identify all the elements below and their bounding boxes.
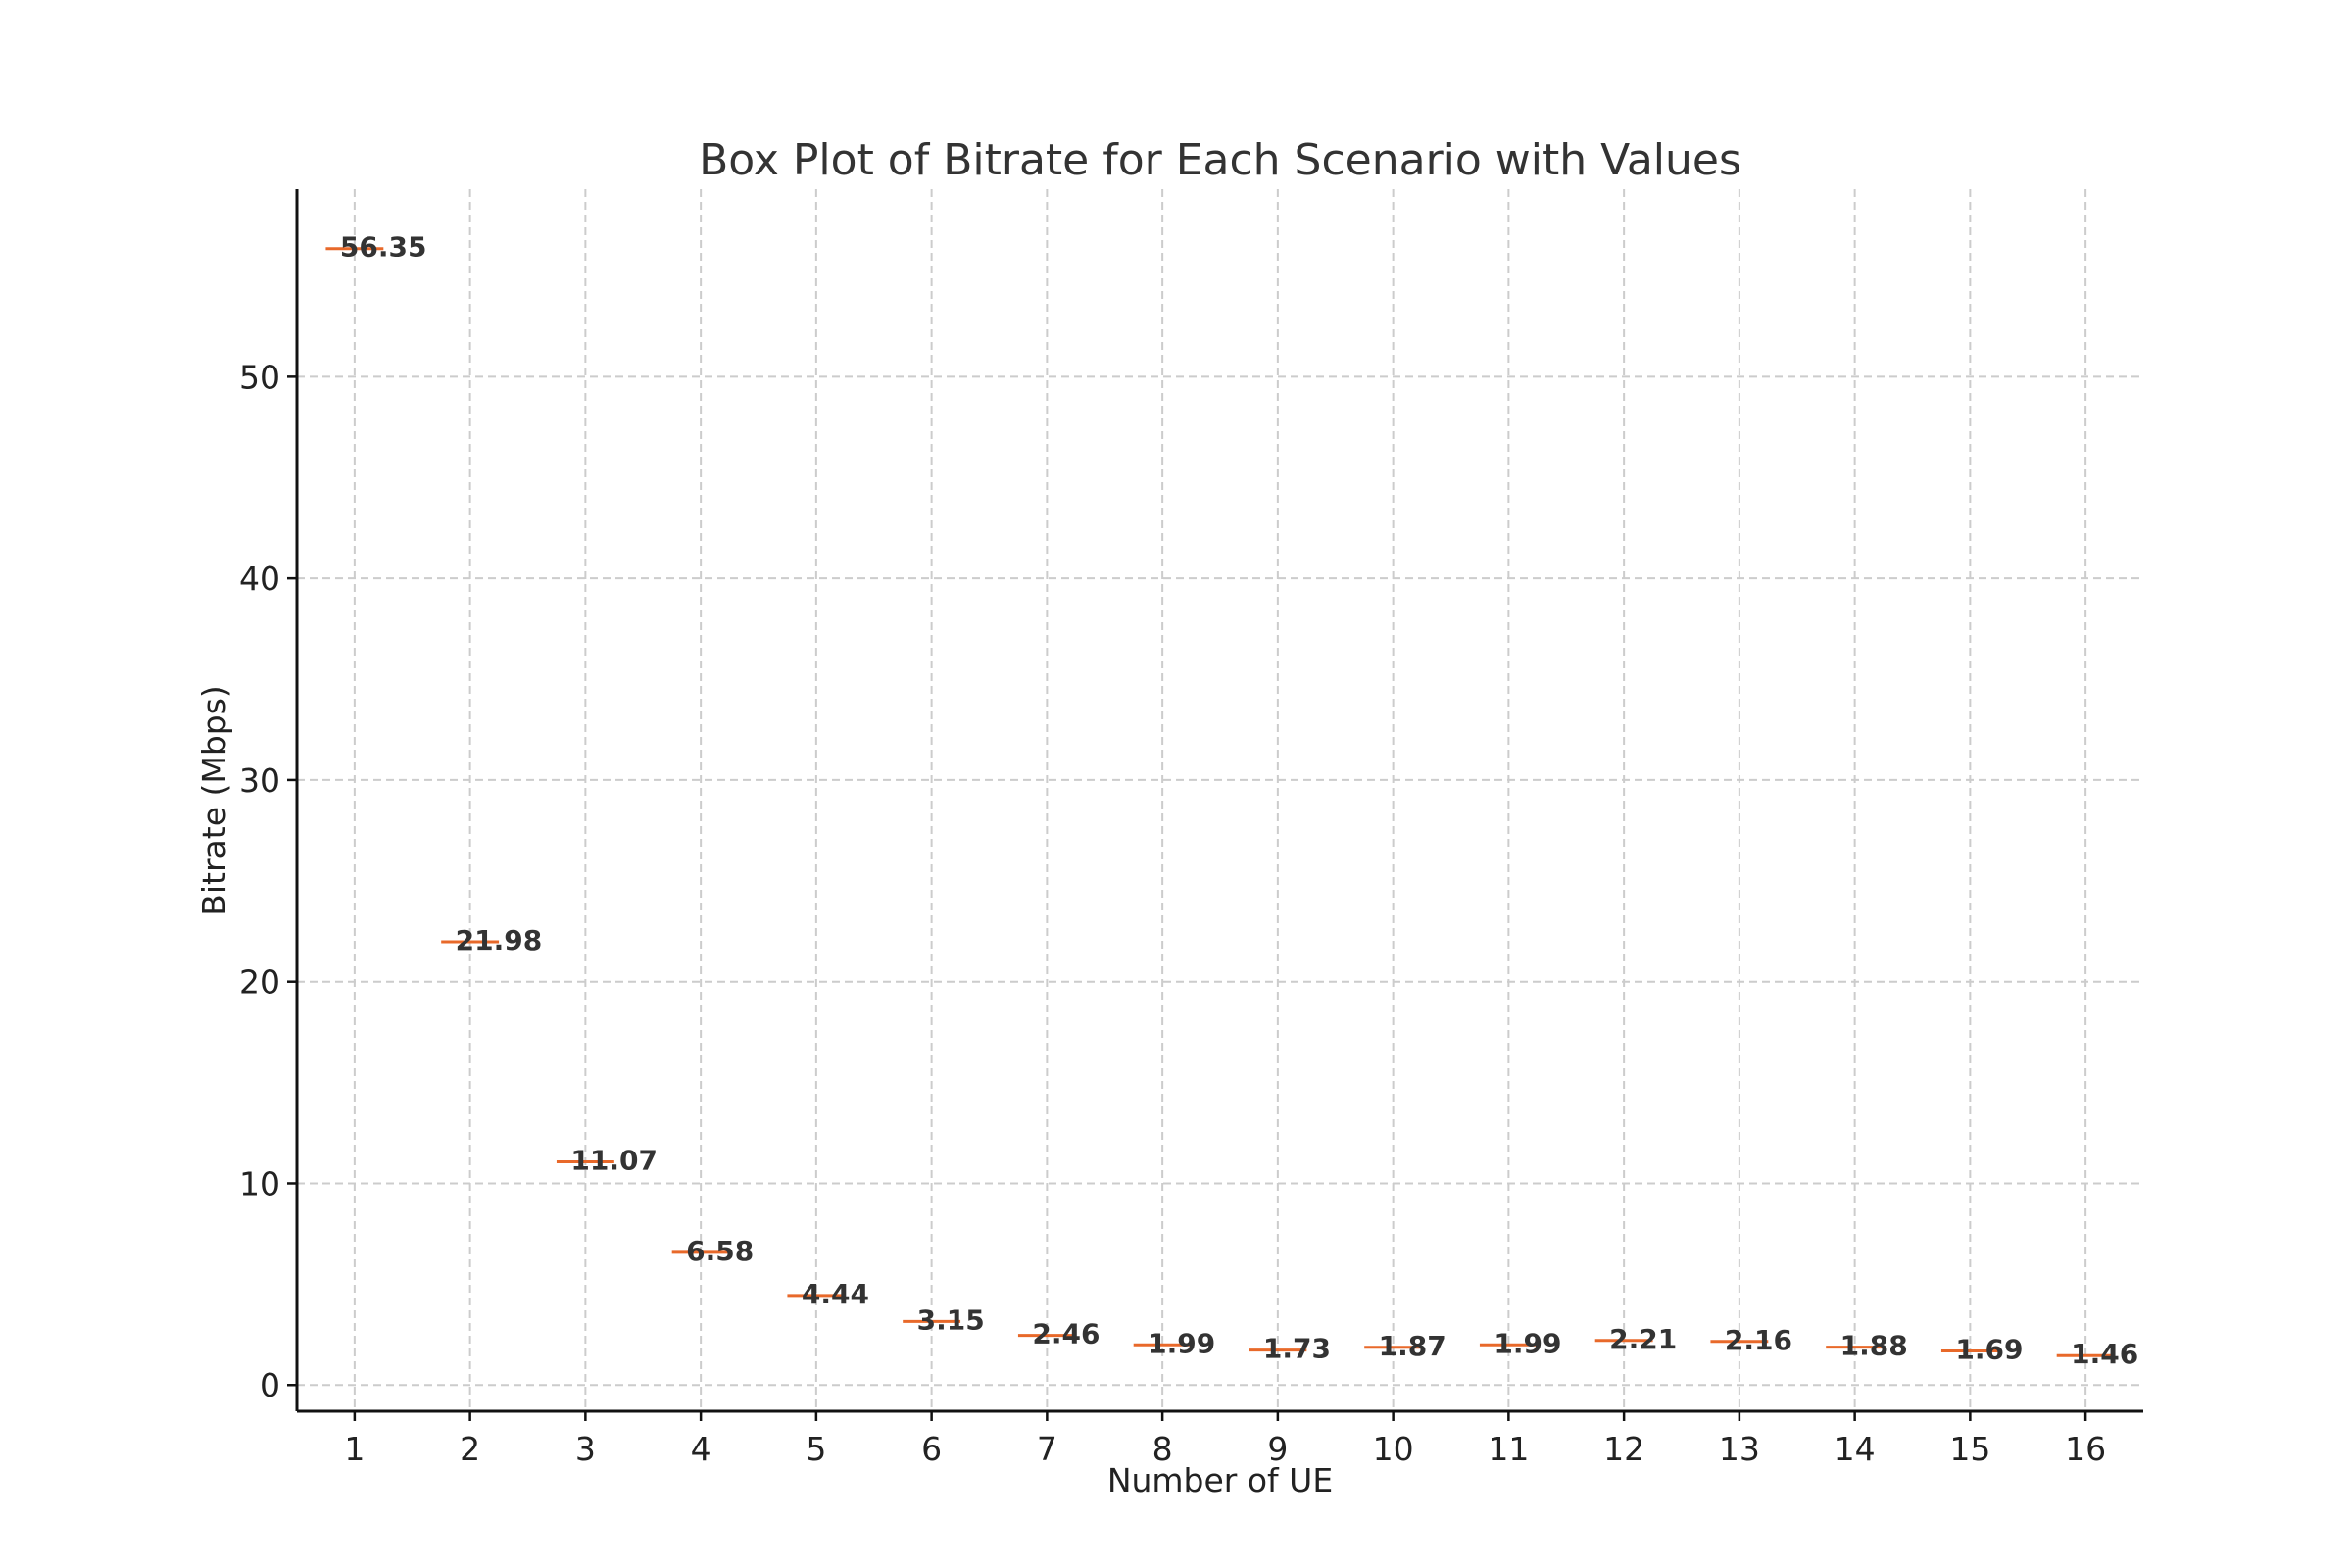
x-tick-label: 11: [1488, 1430, 1529, 1468]
x-tick-label: 16: [2065, 1430, 2106, 1468]
value-label: 6.58: [686, 1235, 754, 1267]
value-label: 1.99: [1494, 1327, 1561, 1359]
x-tick-label: 3: [575, 1430, 596, 1468]
axes: [295, 189, 2143, 1413]
x-tick-label: 9: [1267, 1430, 1288, 1468]
value-label: 1.99: [1148, 1327, 1215, 1359]
value-label: 2.46: [1032, 1318, 1100, 1350]
value-label: 56.35: [340, 231, 427, 264]
x-tick-label: 1: [344, 1430, 365, 1468]
y-tick-label: 40: [239, 560, 280, 598]
value-label: 1.88: [1840, 1330, 1908, 1362]
value-label: 21.98: [456, 924, 543, 956]
x-tick-label: 13: [1719, 1430, 1760, 1468]
value-labels: 56.35 21.98 11.07 6.58 4.44 3.15 2.46 1.99 1.73 1…: [340, 231, 2138, 1371]
value-label: 1.87: [1379, 1330, 1446, 1362]
value-label: 1.46: [2071, 1338, 2138, 1370]
value-label: 1.73: [1263, 1333, 1331, 1365]
grid: [297, 189, 2143, 1411]
x-tick-label: 6: [921, 1430, 942, 1468]
x-tick-label: 5: [806, 1430, 826, 1468]
x-tick-label: 7: [1037, 1430, 1057, 1468]
y-axis-label: Bitrate (Mbps): [195, 685, 233, 916]
x-tick-label: 10: [1373, 1430, 1414, 1468]
y-tick-label: 10: [239, 1164, 280, 1202]
chart-title: Box Plot of Bitrate for Each Scenario wi…: [699, 135, 1741, 185]
value-label: 3.15: [917, 1303, 985, 1336]
median-lines: [325, 247, 2115, 1357]
value-label: 2.21: [1609, 1323, 1677, 1355]
y-tick-label: 0: [260, 1366, 280, 1404]
x-tick-label: 12: [1603, 1430, 1644, 1468]
value-label: 11.07: [570, 1144, 658, 1176]
value-label: 1.69: [1955, 1333, 2023, 1365]
value-label: 2.16: [1725, 1324, 1792, 1356]
x-tick-label: 15: [1949, 1430, 1990, 1468]
y-tick-label: 20: [239, 963, 280, 1002]
y-tick-label: 30: [239, 761, 280, 800]
x-tick-label: 4: [691, 1430, 711, 1468]
y-tick-label: 50: [239, 358, 280, 396]
x-tick-label: 14: [1835, 1430, 1876, 1468]
x-axis-label: Number of UE: [1107, 1461, 1333, 1499]
x-tick-label: 8: [1152, 1430, 1173, 1468]
value-label: 4.44: [802, 1278, 869, 1310]
x-tick-label: 2: [460, 1430, 480, 1468]
